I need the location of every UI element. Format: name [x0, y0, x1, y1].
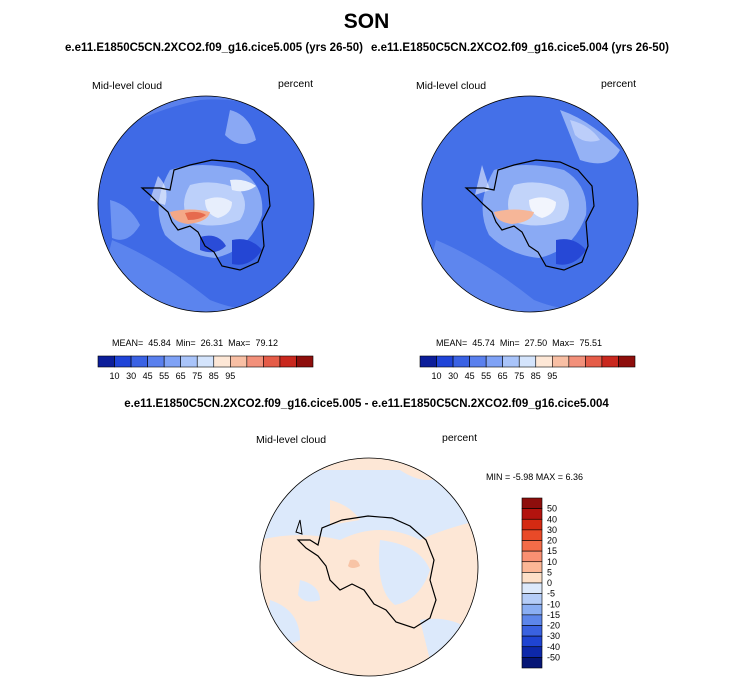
panel1-colorbar-swatch-3 — [147, 355, 165, 368]
panel1-colorbar-tick-1: 30 — [126, 371, 136, 381]
panel2-map — [422, 96, 638, 312]
panel1-colorbar-tick-5: 75 — [192, 371, 202, 381]
panel2-colorbar-swatch-1 — [436, 355, 454, 368]
diff-colorbar-tick-8: -5 — [547, 589, 555, 599]
panel2-colorbar-tick-7: 95 — [547, 371, 557, 381]
panel2-variable-label: Mid-level cloud — [416, 80, 487, 92]
diff-colorbar-tick-12: -30 — [547, 631, 560, 641]
diff-colorbar-tick-3: 20 — [547, 536, 557, 546]
panel2-colorbar-tick-1: 30 — [448, 371, 458, 381]
panel1-colorbar-tick-0: 10 — [110, 371, 120, 381]
diff-colorbar-tick-11: -20 — [547, 621, 560, 631]
diff-colorbar-swatch-10 — [521, 603, 543, 616]
panel1-colorbar-tick-3: 55 — [159, 371, 169, 381]
panel1-colorbar-tick-4: 65 — [176, 371, 186, 381]
diff-units-label: percent — [442, 432, 478, 444]
diff-map — [260, 458, 478, 676]
panel2-colorbar-swatch-5 — [502, 355, 520, 368]
panel1-variable-label: Mid-level cloud — [92, 80, 163, 92]
panel2-colorbar-swatch-4 — [485, 355, 503, 368]
diff-colorbar-tick-4: 15 — [547, 546, 557, 556]
panel2-colorbar-swatch-2 — [452, 355, 470, 368]
diff-colorbar-tick-0: 50 — [547, 504, 557, 514]
panel1-colorbar-tick-2: 45 — [143, 371, 153, 381]
diff-colorbar-swatch-5 — [521, 550, 543, 563]
panel2-colorbar-swatch-9 — [568, 355, 586, 368]
panel2-colorbar-swatch-12 — [618, 355, 636, 368]
diff-colorbar-tick-1: 40 — [547, 514, 557, 524]
panel1-units-label: percent — [278, 78, 314, 90]
diff-colorbar-swatch-13 — [521, 635, 543, 648]
panel1-colorbar-swatch-10 — [263, 355, 281, 368]
panel2-colorbar-swatch-7 — [535, 355, 553, 368]
panel2-title: e.e11.E1850C5CN.2XCO2.f09_g16.cice5.004 … — [371, 42, 669, 54]
diff-colorbar-tick-10: -15 — [547, 610, 560, 620]
panel2-colorbar-swatch-3 — [469, 355, 487, 368]
panel1-colorbar-swatch-12 — [296, 355, 314, 368]
diff-colorbar-swatch-2 — [521, 518, 543, 531]
panel1-colorbar-swatch-7 — [213, 355, 231, 368]
panel2-colorbar-tick-0: 10 — [432, 371, 442, 381]
panel2-colorbar-tick-4: 65 — [498, 371, 508, 381]
diff-colorbar-tick-5: 10 — [547, 557, 557, 567]
panel2-stats: MEAN= 45.74 Min= 27.50 Max= 75.51 — [436, 338, 602, 348]
panel2-colorbar-swatch-0 — [419, 355, 437, 368]
diff-colorbar-swatch-12 — [521, 625, 543, 637]
panel1-colorbar-swatch-1 — [114, 355, 132, 368]
diff-colorbar-tick-2: 30 — [547, 525, 557, 535]
diff-colorbar-tick-14: -50 — [547, 652, 560, 662]
diff-colorbar-swatch-9 — [521, 593, 543, 605]
panel1-colorbar: 10 30 45 55 65 75 85 95 — [97, 355, 314, 381]
diff-colorbar-swatch-14 — [521, 646, 543, 658]
diff-colorbar-tick-6: 5 — [547, 567, 552, 577]
panel2-colorbar-swatch-6 — [518, 355, 537, 368]
diff-colorbar-swatch-1 — [521, 508, 543, 520]
diff-colorbar-swatch-7 — [521, 572, 543, 584]
panel2-colorbar-tick-5: 75 — [514, 371, 524, 381]
panel2-colorbar-swatch-8 — [552, 355, 570, 368]
panel1-colorbar-swatch-2 — [130, 355, 148, 368]
diff-colorbar-tick-13: -40 — [547, 642, 560, 652]
panel1-colorbar-swatch-4 — [163, 355, 181, 368]
panel1-colorbar-swatch-11 — [279, 355, 297, 368]
panel2-colorbar-tick-2: 45 — [465, 371, 475, 381]
diff-colorbar-swatch-0 — [521, 497, 543, 509]
panel1-title: e.e11.E1850C5CN.2XCO2.f09_g16.cice5.005 … — [65, 42, 363, 54]
panel1-map — [98, 96, 314, 312]
diff-colorbar-swatch-11 — [521, 614, 543, 626]
panel2-colorbar: 10 30 45 55 65 75 85 95 — [419, 355, 636, 381]
panel1-colorbar-tick-6: 85 — [209, 371, 219, 381]
panel1-colorbar-swatch-0 — [97, 355, 115, 368]
panel1-colorbar-swatch-5 — [180, 355, 198, 368]
diff-variable-label: Mid-level cloud — [256, 434, 327, 446]
panel1-colorbar-tick-7: 95 — [225, 371, 235, 381]
panel1-colorbar-swatch-6 — [196, 355, 215, 368]
panel2-colorbar-swatch-10 — [585, 355, 603, 368]
diff-title: e.e11.E1850C5CN.2XCO2.f09_g16.cice5.005 … — [124, 398, 609, 410]
diff-colorbar-swatch-6 — [521, 561, 543, 573]
diff-colorbar-swatch-8 — [521, 582, 543, 594]
panel2-units-label: percent — [601, 78, 637, 90]
panel1-stats: MEAN= 45.84 Min= 26.31 Max= 79.12 — [112, 338, 278, 348]
season-title: SON — [343, 10, 390, 33]
diff-colorbar-swatch-3 — [521, 529, 543, 541]
diff-colorbar-tick-7: 0 — [547, 578, 552, 588]
diff-colorbar-swatch-4 — [521, 540, 543, 552]
diff-colorbar-tick-9: -10 — [547, 599, 560, 609]
panel2-colorbar-tick-6: 85 — [531, 371, 541, 381]
panel1-colorbar-swatch-8 — [230, 355, 248, 368]
diff-minmax: MIN = -5.98 MAX = 6.36 — [486, 472, 584, 482]
panel2-colorbar-tick-3: 55 — [481, 371, 491, 381]
panel1-colorbar-swatch-9 — [246, 355, 264, 368]
diff-colorbar-swatch-15 — [521, 657, 543, 669]
panel2-colorbar-swatch-11 — [601, 355, 619, 368]
